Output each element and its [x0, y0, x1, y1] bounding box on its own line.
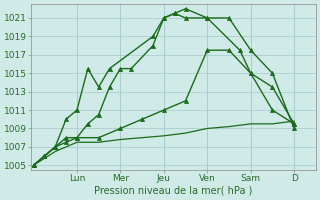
- X-axis label: Pression niveau de la mer( hPa ): Pression niveau de la mer( hPa ): [94, 186, 253, 196]
